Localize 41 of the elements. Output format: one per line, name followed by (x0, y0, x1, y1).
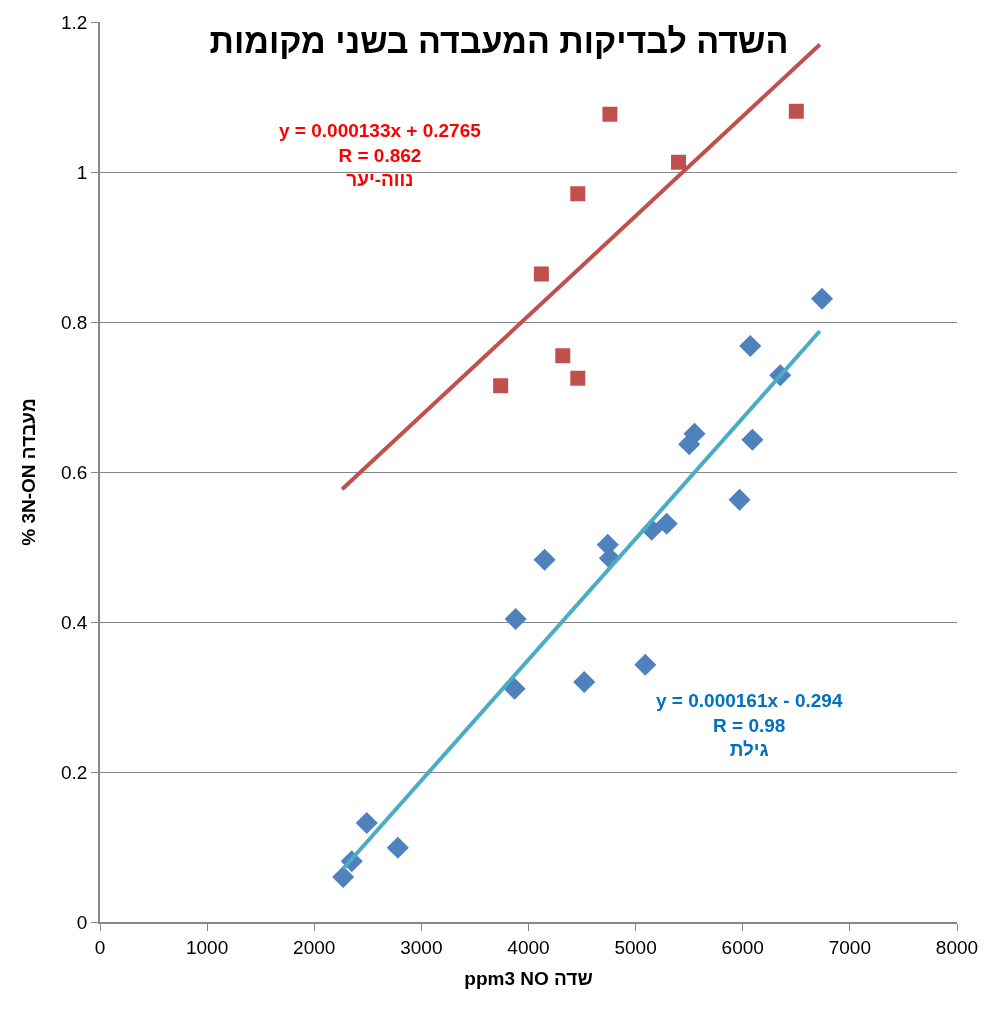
x-tick-label: 2000 (293, 936, 336, 958)
x-tick-label: 8000 (935, 936, 979, 958)
point (788, 103, 804, 119)
y-tick-label: 0.4 (61, 611, 88, 633)
point (332, 865, 355, 889)
point (555, 348, 571, 364)
point (493, 378, 509, 394)
point (739, 334, 762, 358)
point (741, 428, 764, 451)
y-tick-label: 0.6 (61, 461, 88, 483)
point (533, 548, 556, 571)
y-tick-label: 1 (76, 161, 88, 183)
y-tick-label: 0.2 (61, 761, 88, 783)
y-axis-title: % 3N-ON מעבדה (18, 398, 40, 546)
point (570, 186, 586, 202)
x-tick-label: 7000 (828, 936, 872, 958)
point (533, 266, 549, 282)
chart-title: השדה לבדיקות המעבדה בשני מקומות (209, 21, 789, 60)
x-tick-label: 1000 (185, 936, 229, 958)
x-tick-label: 3000 (400, 936, 443, 958)
point (655, 512, 678, 535)
point (570, 370, 586, 386)
y-tick-label: 0 (76, 911, 88, 933)
point (602, 106, 618, 122)
point (634, 653, 657, 676)
point (728, 488, 751, 511)
point (683, 422, 706, 445)
point (573, 670, 596, 694)
point (670, 154, 686, 170)
point (503, 677, 526, 700)
point (504, 607, 527, 631)
x-tick-label: 4000 (507, 936, 550, 958)
point (810, 287, 834, 310)
y-tick-label: 0.8 (61, 311, 88, 333)
y-tick-label: 1.2 (61, 11, 88, 33)
x-tick-label: 0 (94, 936, 106, 958)
point (355, 811, 378, 835)
x-axis-title: ppm3 NO שדה (464, 967, 593, 989)
point (386, 836, 409, 859)
x-tick-label: 5000 (614, 936, 657, 958)
x-tick-label: 6000 (721, 936, 764, 958)
